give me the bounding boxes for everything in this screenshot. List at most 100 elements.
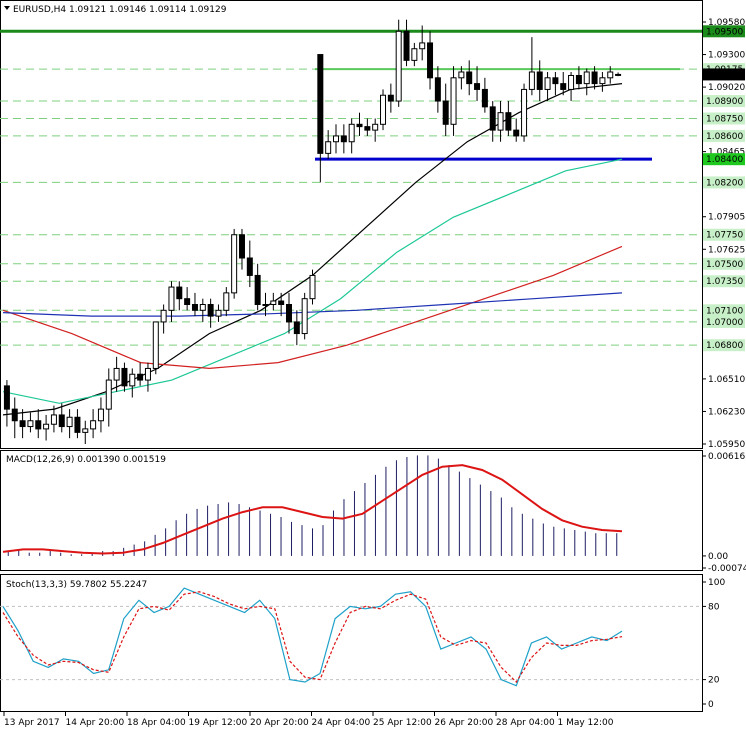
macd-layer: 0.006163 0.00 -0.000745	[2, 452, 746, 574]
candle-body	[419, 42, 426, 50]
time-tick-label: 18 Apr 04:00	[127, 718, 186, 728]
candle-body	[442, 100, 449, 125]
price-level-box	[703, 68, 745, 81]
candle-body	[466, 71, 473, 85]
macd-tick-label: 0.006163	[708, 452, 746, 462]
candle-body	[560, 83, 567, 90]
price-tick-label: 1.08465	[708, 148, 745, 158]
candle-body	[607, 71, 614, 79]
price-tick-label: 1.09020	[708, 83, 745, 93]
candle-body	[262, 303, 269, 306]
candle-body	[568, 74, 575, 90]
price-panel-frame	[0, 0, 703, 449]
candle-body	[19, 420, 26, 428]
time-tick-label: 13 Apr 2017	[4, 718, 60, 728]
candle-body	[27, 420, 34, 428]
price-level-box	[703, 304, 745, 317]
time-tick-label: 19 Apr 12:00	[189, 718, 248, 728]
stoch-panel-frame	[0, 574, 703, 712]
price-level-box	[703, 275, 745, 288]
candle-body	[599, 77, 606, 85]
price-axis: 1.09580 1.09300 1.09020 1.08465 1.07905 1.076…	[702, 18, 745, 450]
candle-body	[427, 42, 434, 79]
price-level-label: 1.08400	[706, 155, 743, 165]
candle-body	[552, 77, 559, 85]
candle-body	[372, 123, 379, 131]
time-tick-label: 25 Apr 12:00	[373, 718, 432, 728]
candle-body	[325, 141, 332, 154]
price-level-box	[703, 25, 745, 38]
candle-body	[246, 257, 253, 276]
candle-body	[317, 54, 324, 154]
candle-body	[340, 135, 347, 143]
candle-body	[497, 112, 504, 131]
candle-body	[458, 71, 465, 79]
candle-body	[90, 420, 97, 430]
candle-body	[591, 71, 598, 85]
price-level-box	[703, 339, 745, 352]
macd-tick-label: -0.000745	[708, 564, 746, 574]
candle-body	[215, 309, 222, 317]
candle-body	[575, 74, 582, 85]
stoch-layer: 100 80 20 0	[0, 578, 725, 710]
candle-body	[474, 83, 481, 90]
candle-body	[176, 286, 183, 300]
price-level-label: 1.06800	[706, 341, 743, 351]
candle-body	[583, 71, 590, 85]
price-tick-label: 1.06230	[708, 407, 745, 417]
candle-body	[11, 408, 18, 422]
candle-body	[411, 48, 418, 61]
candle-body	[278, 300, 285, 305]
stoch-tick-label: 0	[708, 700, 714, 710]
triangle-down-icon[interactable]	[4, 6, 10, 10]
candle-body	[544, 77, 551, 90]
candle-body	[536, 71, 543, 90]
time-tick-label: 24 Apr 04:00	[312, 718, 371, 728]
candle-body	[364, 126, 371, 131]
candle-body	[191, 303, 198, 311]
price-level-label: 1.08750	[706, 114, 743, 124]
candle-body	[105, 379, 112, 410]
candle-body	[528, 71, 535, 90]
price-level-label: 1.08200	[706, 178, 743, 188]
price-level-label: 1.09500	[706, 27, 743, 37]
candle-body	[238, 234, 245, 259]
time-tick-label: 20 Apr 20:00	[250, 718, 309, 728]
time-tick-label: 1 May 12:00	[558, 718, 614, 728]
candle-body	[66, 416, 73, 428]
moving-average-line	[2, 83, 623, 416]
candle-body	[293, 321, 300, 335]
candle-body	[35, 420, 42, 430]
candle-body	[50, 414, 57, 425]
candle-body	[270, 300, 277, 305]
price-level-box	[703, 95, 745, 108]
moving-averages-layer	[2, 83, 623, 416]
candle-body	[395, 30, 402, 102]
price-level-box	[703, 176, 745, 189]
candle-body	[505, 112, 512, 131]
candle-body	[199, 303, 206, 311]
price-level-label: 1.08600	[706, 132, 743, 142]
candle-body	[387, 94, 394, 102]
stoch-tick-label: 80	[708, 602, 720, 612]
stoch-main-line	[2, 587, 623, 687]
macd-tick-label: 0.00	[708, 552, 728, 562]
price-level-label: 1.08900	[706, 97, 743, 107]
price-level-box	[703, 129, 745, 142]
time-axis: 13 Apr 2017 14 Apr 20:00 18 Apr 04:00 19 Ap…	[3, 712, 614, 728]
candle-body	[207, 303, 214, 317]
candle-body	[97, 408, 104, 422]
price-tick-label: 1.09300	[708, 51, 745, 61]
price-tick-label: 1.05950	[708, 440, 745, 450]
candle-body	[82, 428, 89, 433]
candle-body	[309, 274, 316, 300]
candle-body	[168, 286, 175, 311]
price-level-box	[703, 228, 745, 241]
price-level-label: 1.07350	[706, 277, 743, 287]
price-level-box	[703, 153, 745, 166]
candle-body	[450, 77, 457, 125]
macd-signal-line	[2, 464, 623, 555]
chart-title: EURUSD,H4 1.09121 1.09146 1.09114 1.0912…	[13, 5, 227, 15]
